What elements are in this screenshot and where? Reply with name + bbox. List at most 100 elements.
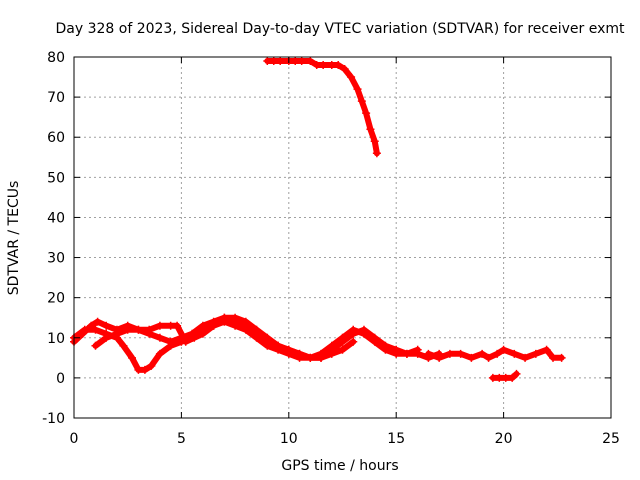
y-tick-label: 80 [47, 50, 65, 66]
data-point [349, 337, 358, 346]
data-point [484, 353, 493, 362]
data-point [319, 61, 328, 70]
data-point [512, 369, 521, 378]
data-series [70, 57, 566, 382]
data-point [508, 373, 517, 382]
data-point [366, 125, 375, 134]
data-point [102, 321, 111, 330]
data-point [284, 345, 293, 354]
data-point [456, 349, 465, 358]
data-point [338, 333, 347, 342]
data-point [119, 341, 128, 350]
data-point [263, 341, 272, 350]
y-tick-label: 20 [47, 291, 65, 307]
y-tick-label: 40 [47, 210, 65, 226]
data-point [252, 325, 261, 334]
data-point [402, 349, 411, 358]
x-tick-label: 20 [495, 431, 513, 447]
x-tick-labels: 0 5 10 15 20 25 [70, 431, 620, 447]
series-s6 [263, 57, 381, 158]
data-point [531, 349, 540, 358]
data-point [181, 337, 190, 346]
data-point [338, 345, 347, 354]
data-point [347, 73, 356, 82]
y-tick-label: 30 [47, 251, 65, 267]
data-point [241, 325, 250, 334]
grid-lines [74, 57, 611, 418]
data-point [252, 333, 261, 342]
chart-title: Day 328 of 2023, Sidereal Day-to-day VTE… [56, 21, 626, 37]
y-tick-label: -10 [42, 411, 65, 427]
data-point [276, 57, 285, 66]
data-point [93, 317, 102, 326]
plot-frame [73, 56, 612, 419]
data-point [493, 349, 502, 358]
data-point [557, 353, 566, 362]
data-point [499, 345, 508, 354]
data-point [467, 353, 476, 362]
data-point [306, 57, 315, 66]
y-tick-label: 10 [47, 331, 65, 347]
data-point [392, 349, 401, 358]
data-point [435, 353, 444, 362]
data-point [521, 353, 530, 362]
data-point [424, 349, 433, 358]
x-tick-label: 5 [177, 431, 186, 447]
data-point [263, 333, 272, 342]
data-point [145, 325, 154, 334]
data-point [510, 349, 519, 358]
data-point [147, 361, 156, 370]
y-tick-label: 70 [47, 90, 65, 106]
series-line [264, 58, 380, 157]
series-s4 [424, 345, 566, 362]
y-axis-label: SDTVAR / TECUs [6, 181, 22, 296]
x-tick-label: 0 [70, 431, 79, 447]
data-point [173, 321, 182, 330]
data-point [102, 333, 111, 342]
data-point [413, 349, 422, 358]
data-point [445, 349, 454, 358]
data-point [349, 325, 358, 334]
x-tick-label: 15 [387, 431, 405, 447]
y-tick-label: 0 [56, 371, 65, 387]
data-point [370, 337, 379, 346]
data-point [381, 345, 390, 354]
data-point [155, 349, 164, 358]
data-point [241, 317, 250, 326]
data-point [155, 333, 164, 342]
data-point [91, 341, 100, 350]
data-point [549, 353, 558, 362]
data-point [134, 325, 143, 334]
data-point [140, 365, 149, 374]
data-point [306, 353, 315, 362]
x-tick-label: 25 [602, 431, 620, 447]
data-point [231, 313, 240, 322]
data-point [166, 341, 175, 350]
data-point [359, 329, 368, 338]
y-tick-label: 50 [47, 170, 65, 186]
data-point [220, 313, 229, 322]
data-point [340, 65, 349, 74]
data-point [327, 341, 336, 350]
data-point [80, 325, 89, 334]
series-s3 [91, 313, 358, 362]
data-point [112, 329, 121, 338]
data-point [231, 321, 240, 330]
x-axis-label: GPS time / hours [281, 458, 398, 474]
data-point [297, 57, 306, 66]
data-point [362, 109, 371, 118]
axis-ticks [73, 56, 612, 419]
y-tick-labels: -10 0 10 20 30 40 50 60 70 80 [42, 50, 65, 427]
data-point [370, 137, 379, 146]
data-point [334, 61, 343, 70]
data-point [274, 341, 283, 350]
series-s5 [488, 369, 521, 382]
data-point [190, 333, 199, 342]
data-point [91, 325, 100, 334]
data-point [155, 321, 164, 330]
data-point [317, 353, 326, 362]
data-point [372, 149, 381, 158]
data-point [123, 325, 132, 334]
data-point [327, 349, 336, 358]
data-point [357, 97, 366, 106]
